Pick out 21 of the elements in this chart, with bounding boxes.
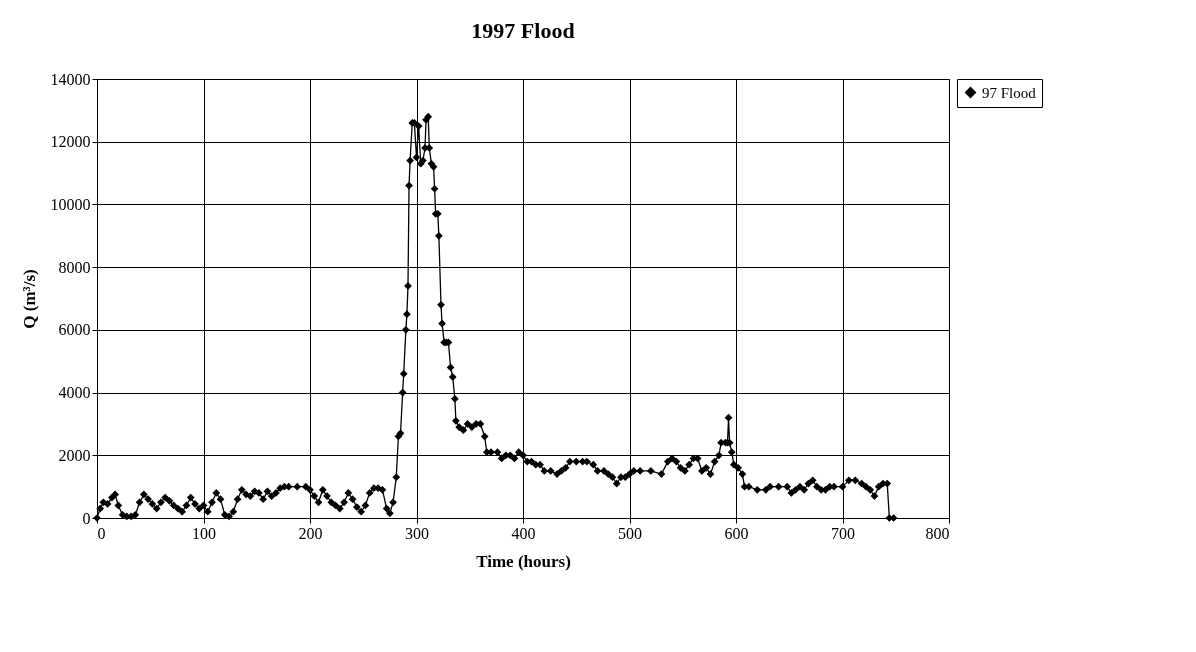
y-tick-label: 4000	[58, 384, 91, 402]
x-tick-label: 300	[405, 524, 429, 542]
y-tick-label: 6000	[58, 321, 91, 339]
y-tick-label: 12000	[50, 133, 91, 151]
y-tick-label: 10000	[50, 195, 91, 213]
x-tick-label: 200	[298, 524, 323, 542]
y-axis-title: Q (m³/s)	[19, 269, 39, 329]
x-tick-label: 0	[97, 524, 106, 542]
x-tick-label: 800	[925, 524, 950, 542]
x-tick-label: 600	[724, 524, 749, 542]
y-tick-label: 8000	[58, 258, 91, 276]
y-tick-label: 0	[82, 509, 91, 527]
x-tick-label: 500	[618, 524, 642, 542]
legend-label: 97 Flood	[982, 84, 1037, 101]
chart-title: 1997 Flood	[471, 18, 575, 43]
x-axis-title: Time (hours)	[476, 551, 571, 571]
y-tick-label: 14000	[50, 70, 91, 88]
x-tick-label: 400	[511, 524, 536, 542]
x-tick-label: 100	[192, 524, 216, 542]
y-tick-label: 2000	[58, 446, 91, 464]
x-tick-label: 700	[831, 524, 855, 542]
